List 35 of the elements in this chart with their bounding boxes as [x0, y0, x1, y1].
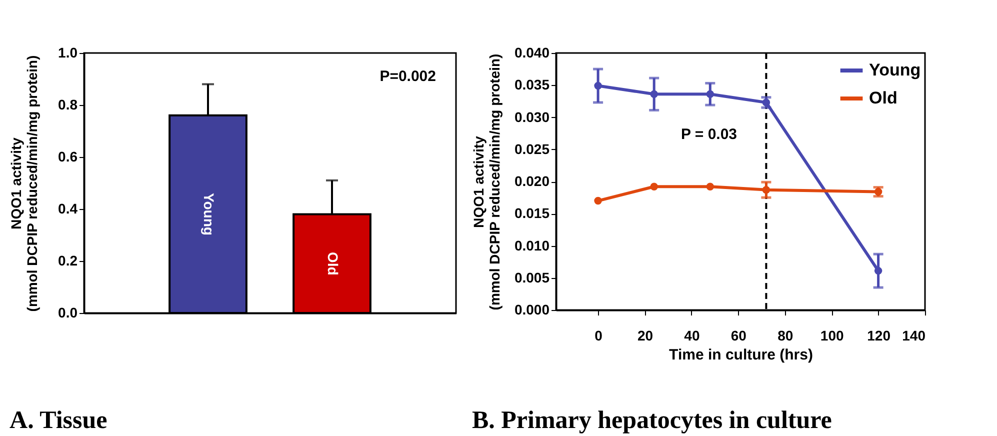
x-tick-label: 40 [684, 328, 700, 344]
y-tick-label: 0.8 [58, 96, 78, 112]
annotation: P=0.002 [380, 68, 436, 85]
legend-label: Young [869, 60, 921, 80]
y-axis-title: NQO1 activity (mmol DCPIP reduced/min/mg protein) [470, 54, 502, 310]
y-tick-label: 0.0 [58, 304, 78, 320]
x-tick-label: 80 [778, 328, 794, 344]
point [706, 182, 714, 191]
y-tick-label: 0.2 [58, 252, 78, 268]
y-tick-label: 0.030 [514, 108, 550, 125]
x-tick-label: 100 [820, 328, 844, 344]
annotation: P = 0.03 [681, 126, 738, 143]
y-tick-label: 0.000 [514, 302, 550, 318]
y-tick-label: 1.0 [58, 44, 78, 60]
legend-label: Old [869, 88, 898, 108]
text: A. Tissue [10, 407, 108, 434]
x-tick-label: 140 [902, 328, 926, 344]
x-tick-label: 120 [867, 328, 891, 344]
y-tick-label: 0.010 [514, 237, 550, 254]
x-tick-label: 60 [730, 328, 747, 344]
y-tick-label: 0.005 [514, 269, 550, 286]
text: B. Primary hepatocytes in culture [472, 407, 832, 434]
y-tick-label: 0.015 [514, 205, 550, 222]
x-axis-title: Time in culture (hrs) [669, 346, 813, 364]
x-tick-label: 20 [637, 328, 654, 344]
x-tick-label: 0 [594, 328, 603, 344]
y-tick-label: 0.025 [514, 140, 550, 157]
y-tick-label: 0.6 [58, 148, 78, 164]
y-tick-label: 0.035 [514, 76, 550, 93]
y-axis-title: NQO1 activity (mmol DCPIP reduced/min/mg protein) [8, 55, 40, 312]
point [594, 196, 602, 205]
y-tick-label: 0.020 [514, 173, 550, 189]
y-tick-label: 0.4 [58, 200, 78, 216]
point [650, 182, 658, 191]
y-tick-label: 0.040 [514, 44, 550, 60]
